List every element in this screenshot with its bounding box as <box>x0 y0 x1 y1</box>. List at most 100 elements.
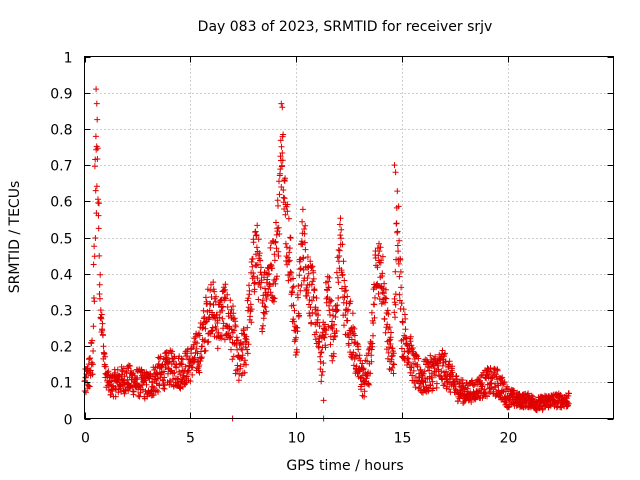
data-point <box>127 363 133 369</box>
data-point <box>351 332 358 339</box>
data-point <box>87 367 94 374</box>
data-point <box>276 191 283 198</box>
data-point <box>245 341 252 348</box>
data-point <box>274 197 281 204</box>
data-point <box>345 342 352 349</box>
data-point <box>264 271 271 278</box>
data-point <box>284 261 291 268</box>
data-point <box>316 339 323 346</box>
data-point <box>301 239 308 246</box>
data-point <box>250 239 257 246</box>
data-point <box>143 381 150 388</box>
data-point <box>382 286 389 293</box>
data-point <box>366 381 373 388</box>
data-point <box>339 241 346 248</box>
data-point <box>227 297 234 304</box>
data-point <box>334 307 341 313</box>
data-point <box>91 243 98 250</box>
data-point <box>368 309 375 316</box>
data-point <box>249 263 256 270</box>
data-point <box>213 326 220 332</box>
data-point <box>114 366 121 373</box>
data-point <box>392 169 399 176</box>
data-point <box>211 288 218 295</box>
data-point <box>286 257 293 264</box>
data-point <box>183 373 190 380</box>
data-point <box>227 333 234 340</box>
data-point <box>290 316 297 323</box>
data-point <box>307 304 314 311</box>
data-point <box>253 244 260 251</box>
data-point <box>297 266 304 273</box>
data-point <box>374 264 381 271</box>
data-point <box>119 376 126 383</box>
data-point <box>204 339 211 346</box>
data-point <box>279 150 286 156</box>
data-point <box>278 100 285 107</box>
data-points <box>81 86 572 422</box>
data-point <box>232 323 239 330</box>
data-point <box>185 367 192 374</box>
data-point <box>202 294 209 301</box>
data-point <box>396 273 403 280</box>
data-point <box>198 354 205 361</box>
data-point <box>250 273 257 280</box>
data-point <box>200 307 207 314</box>
data-point <box>87 355 94 362</box>
data-point <box>272 280 279 287</box>
data-point <box>89 371 96 378</box>
data-point <box>501 379 508 385</box>
data-point <box>280 131 287 138</box>
data-point <box>330 336 337 343</box>
data-point <box>289 284 296 291</box>
data-point <box>98 311 105 318</box>
data-point <box>304 275 311 282</box>
data-point <box>263 308 270 315</box>
data-point <box>406 359 412 366</box>
data-point <box>216 314 223 321</box>
data-point <box>107 378 114 385</box>
data-point <box>256 250 263 257</box>
data-point <box>284 201 291 208</box>
data-point <box>94 156 101 162</box>
data-point <box>237 363 244 370</box>
data-point <box>295 294 301 301</box>
data-point <box>209 324 216 331</box>
data-point <box>250 270 257 276</box>
data-point <box>335 295 342 301</box>
data-point <box>391 361 397 368</box>
data-point <box>440 382 447 389</box>
data-point <box>247 301 254 308</box>
data-point <box>316 323 323 330</box>
data-point <box>295 283 302 289</box>
data-point <box>335 246 342 253</box>
data-point <box>273 276 280 282</box>
data-point <box>234 366 241 373</box>
data-point <box>105 368 112 375</box>
y-tick-label: 0.3 <box>50 304 72 320</box>
data-point <box>308 281 315 288</box>
data-point <box>397 256 404 263</box>
data-point <box>361 388 368 395</box>
data-point <box>274 273 280 280</box>
data-point <box>323 327 330 334</box>
data-point <box>100 343 107 350</box>
data-point <box>244 350 251 357</box>
data-point <box>194 340 200 347</box>
data-point <box>388 353 395 360</box>
data-point <box>121 390 128 397</box>
y-tick-label: 0.1 <box>50 376 72 392</box>
data-point <box>351 325 358 332</box>
data-point <box>395 248 402 255</box>
data-point <box>379 270 386 277</box>
data-point <box>292 352 299 358</box>
data-point <box>341 294 348 301</box>
data-point <box>102 363 109 370</box>
data-point <box>279 162 285 169</box>
data-point <box>340 258 347 265</box>
data-point <box>234 346 241 353</box>
data-point <box>427 352 434 359</box>
data-point <box>370 320 377 326</box>
data-point <box>253 232 260 238</box>
data-point <box>378 257 385 264</box>
